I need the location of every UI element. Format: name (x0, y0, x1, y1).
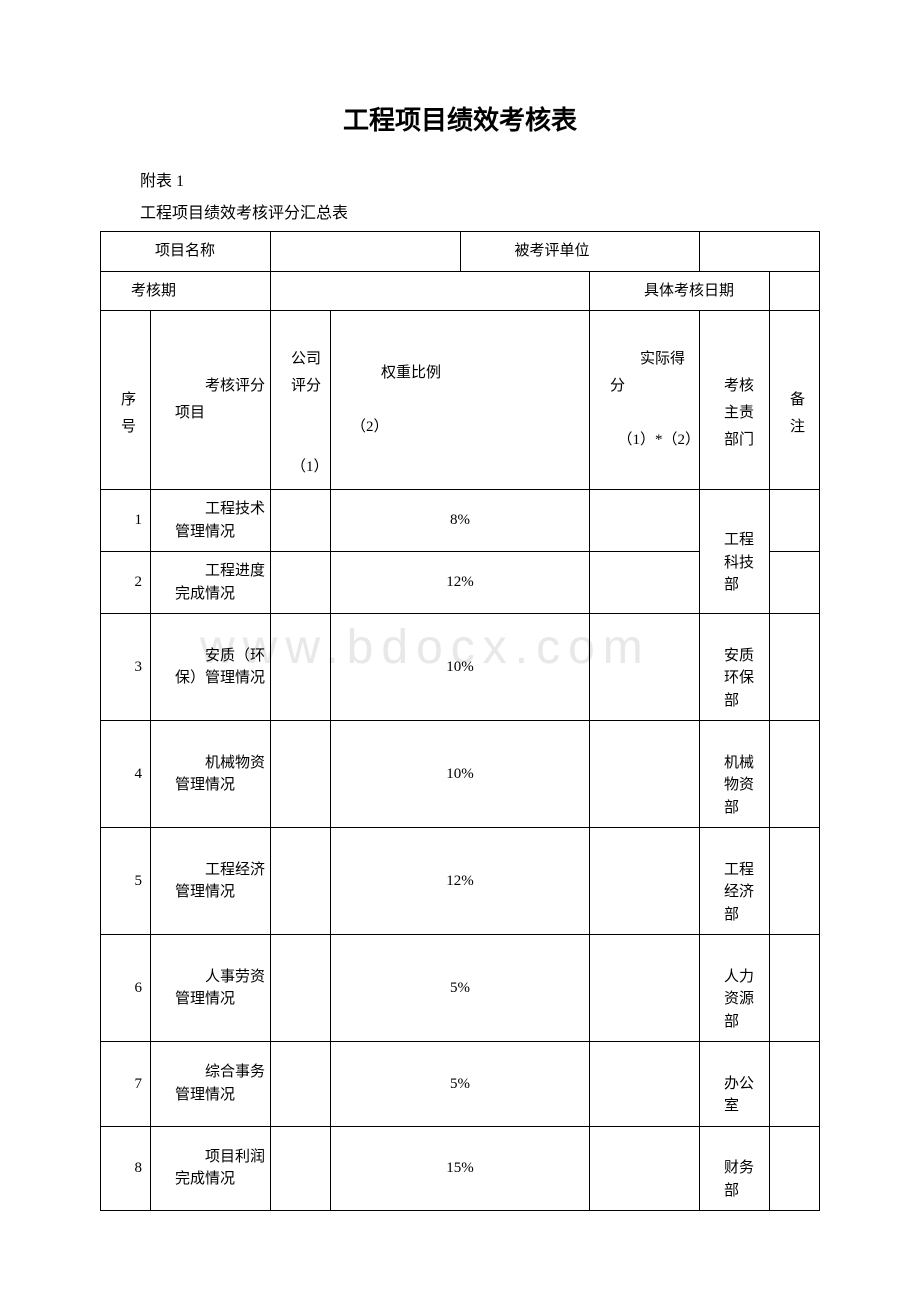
dept-cell: 财务部 (700, 1126, 770, 1211)
remark-cell (770, 828, 820, 935)
table-row: 5 工程经济管理情况 12% 工程经济部 (101, 828, 820, 935)
seq-cell: 4 (101, 721, 151, 828)
weight-cell: 12% (331, 552, 590, 614)
seq-cell: 7 (101, 1042, 151, 1127)
weight-cell: 5% (331, 935, 590, 1042)
dept-cell: 机械物资部 (700, 721, 770, 828)
actual-cell (590, 721, 700, 828)
actual-cell (590, 490, 700, 552)
table-row: 4 机械物资管理情况 10% 机械物资部 (101, 721, 820, 828)
weight-cell: 10% (331, 614, 590, 721)
weight-cell: 8% (331, 490, 590, 552)
weight-cell: 10% (331, 721, 590, 828)
remark-cell (770, 1126, 820, 1211)
period-label: 考核期 (101, 271, 271, 311)
date-label: 具体考核日期 (590, 271, 770, 311)
item-cell: 综合事务管理情况 (151, 1042, 271, 1127)
attachment-label: 附表 1 (100, 167, 820, 191)
remark-cell (770, 490, 820, 552)
actual-cell (590, 935, 700, 1042)
item-cell: 机械物资管理情况 (151, 721, 271, 828)
item-cell: 项目利润完成情况 (151, 1126, 271, 1211)
date-value (770, 271, 820, 311)
remark-cell (770, 614, 820, 721)
remark-cell (770, 1042, 820, 1127)
item-cell: 工程技术管理情况 (151, 490, 271, 552)
score-cell (271, 935, 331, 1042)
header-row-1: 项目名称 被考评单位 (101, 232, 820, 272)
score-cell (271, 552, 331, 614)
actual-cell (590, 1042, 700, 1127)
seq-cell: 3 (101, 614, 151, 721)
dept-cell: 工程科技部 (700, 490, 770, 614)
project-name-value (271, 232, 461, 272)
dept-cell: 办公室 (700, 1042, 770, 1127)
project-name-label: 项目名称 (101, 232, 271, 272)
dept-cell: 安质环保部 (700, 614, 770, 721)
evaluated-unit-label: 被考评单位 (460, 232, 700, 272)
actual-cell (590, 1126, 700, 1211)
seq-cell: 2 (101, 552, 151, 614)
assessment-table: 项目名称 被考评单位 考核期 具体考核日期 序号 考核评分项目 公司评分 （1）… (100, 231, 820, 1211)
score-cell (271, 614, 331, 721)
page-title: 工程项目绩效考核表 (100, 100, 820, 137)
table-row: 8 项目利润完成情况 15% 财务部 (101, 1126, 820, 1211)
col-seq: 序号 (101, 311, 151, 490)
seq-cell: 8 (101, 1126, 151, 1211)
score-cell (271, 828, 331, 935)
score-cell (271, 490, 331, 552)
table-row: 7 综合事务管理情况 5% 办公室 (101, 1042, 820, 1127)
col-remark: 备注 (770, 311, 820, 490)
col-actual-score: 实际得分 （1）*（2） (590, 311, 700, 490)
weight-cell: 5% (331, 1042, 590, 1127)
dept-cell: 工程经济部 (700, 828, 770, 935)
weight-cell: 15% (331, 1126, 590, 1211)
col-item: 考核评分项目 (151, 311, 271, 490)
actual-cell (590, 614, 700, 721)
weight-cell: 12% (331, 828, 590, 935)
seq-cell: 1 (101, 490, 151, 552)
score-cell (271, 1042, 331, 1127)
dept-cell: 人力资源部 (700, 935, 770, 1042)
col-company-score: 公司评分 （1） (271, 311, 331, 490)
actual-cell (590, 552, 700, 614)
remark-cell (770, 552, 820, 614)
item-cell: 人事劳资管理情况 (151, 935, 271, 1042)
header-row-2: 考核期 具体考核日期 (101, 271, 820, 311)
period-value (271, 271, 590, 311)
remark-cell (770, 721, 820, 828)
subtitle-text: 工程项目绩效考核评分汇总表 (100, 199, 820, 223)
item-cell: 工程经济管理情况 (151, 828, 271, 935)
table-row: 6 人事劳资管理情况 5% 人力资源部 (101, 935, 820, 1042)
col-dept: 考核主责部门 (700, 311, 770, 490)
item-cell: 安质（环保）管理情况 (151, 614, 271, 721)
column-header-row: 序号 考核评分项目 公司评分 （1） 权重比例 （2） 实际得分 （1）*（2）… (101, 311, 820, 490)
actual-cell (590, 828, 700, 935)
evaluated-unit-value (700, 232, 820, 272)
seq-cell: 6 (101, 935, 151, 1042)
score-cell (271, 721, 331, 828)
seq-cell: 5 (101, 828, 151, 935)
item-cell: 工程进度完成情况 (151, 552, 271, 614)
score-cell (271, 1126, 331, 1211)
table-row: 1 工程技术管理情况 8% 工程科技部 (101, 490, 820, 552)
table-row: 3 安质（环保）管理情况 10% 安质环保部 (101, 614, 820, 721)
remark-cell (770, 935, 820, 1042)
col-weight: 权重比例 （2） (331, 311, 590, 490)
